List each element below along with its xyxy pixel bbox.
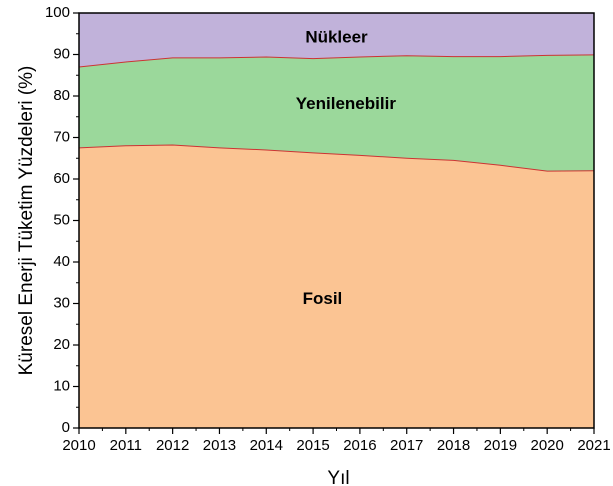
area-label-fosil: Fosil (303, 289, 343, 308)
x-tick-label: 2012 (156, 437, 189, 454)
x-axis: 2010 2011 2012 2013 2014 2015 2016 2017 2018 2019… (62, 428, 611, 454)
x-tick-label: 2021 (577, 437, 610, 454)
x-tick-label: 2011 (110, 437, 142, 454)
y-tick-label: 100 (45, 4, 70, 21)
x-tick-label: 2018 (437, 437, 470, 454)
y-tick-label: 0 (62, 419, 70, 436)
y-tick-label: 60 (53, 170, 70, 187)
y-tick-label: 50 (53, 211, 70, 228)
x-axis-title: Yıl (327, 468, 349, 486)
area-n-kleer (79, 13, 594, 67)
area-label-n-kleer: Nükleer (305, 27, 368, 46)
area-fosil (79, 144, 594, 428)
x-tick-label: 2015 (296, 437, 329, 454)
chart-boundaries (78, 54, 595, 172)
x-tick-label: 2014 (250, 437, 283, 454)
area-yenilenebilir (79, 54, 594, 172)
x-tick-label: 2019 (484, 437, 517, 454)
x-tick-label: 2013 (203, 437, 236, 454)
x-tick-label: 2017 (390, 437, 423, 454)
y-axis-title: Küresel Enerji Tüketim Yüzdeleri (%) (16, 66, 37, 376)
x-tick-label: 2016 (343, 437, 376, 454)
boundary-line-yenilenebilir (78, 54, 595, 68)
y-tick-label: 10 (53, 377, 70, 394)
x-tick-label: 2020 (530, 437, 563, 454)
y-tick-label: 90 (53, 45, 70, 62)
area-label-yenilenebilir: Yenilenebilir (296, 94, 397, 113)
y-tick-label: 80 (53, 87, 70, 104)
boundary-line-fosil (78, 144, 595, 172)
y-axis: 0 10 20 30 40 50 60 70 80 90 100 (45, 4, 79, 436)
chart-areas (79, 13, 594, 428)
area-labels: Fosil Yenilenebilir Nükleer (296, 27, 397, 307)
x-tick-label: 2010 (62, 437, 95, 454)
y-tick-label: 30 (53, 294, 70, 311)
y-tick-label: 20 (53, 336, 70, 353)
y-tick-label: 70 (53, 128, 70, 145)
y-tick-label: 40 (53, 253, 70, 270)
